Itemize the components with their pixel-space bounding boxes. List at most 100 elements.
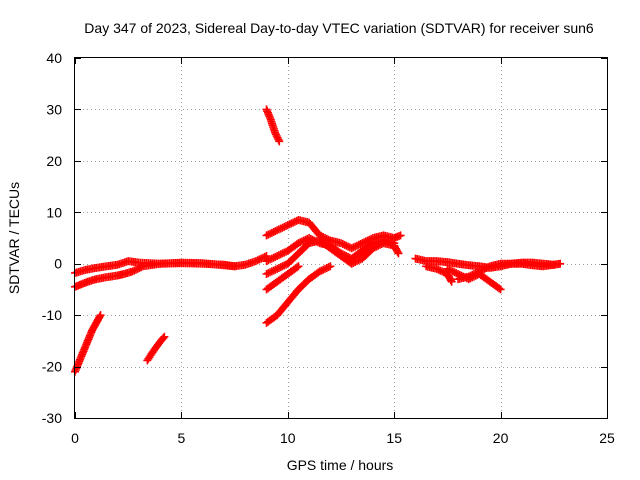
data-point: [471, 269, 480, 278]
data-point: [340, 240, 349, 249]
series-track-a: [71, 252, 271, 291]
data-point: [273, 252, 282, 260]
data-point: [274, 225, 283, 234]
data-point: [443, 264, 452, 273]
x-tick-label: 20: [493, 430, 509, 446]
x-tick-label: 15: [386, 430, 402, 446]
data-point: [271, 130, 280, 139]
data-point: [344, 242, 353, 251]
data-point: [342, 241, 351, 250]
data-point: [266, 268, 275, 277]
data-point: [484, 263, 493, 272]
data-point: [255, 255, 264, 264]
data-point: [394, 249, 403, 258]
data-point: [475, 267, 484, 276]
data-point: [396, 231, 405, 240]
data-point: [338, 240, 347, 248]
data-point: [447, 277, 456, 286]
data-point: [299, 236, 308, 245]
data-point: [445, 265, 454, 274]
data-point: [470, 270, 478, 278]
data-point: [253, 256, 262, 265]
data-point: [257, 254, 266, 263]
data-point: [273, 264, 282, 273]
data-point: [319, 265, 328, 274]
data-point: [296, 238, 305, 247]
data-point: [495, 284, 504, 293]
data-point: [262, 270, 271, 278]
data-point: [266, 255, 275, 264]
data-point: [269, 228, 278, 236]
data-point: [278, 223, 287, 232]
data-point: [352, 241, 361, 250]
plot-frame: [74, 57, 608, 419]
data-point: [278, 249, 287, 258]
y-axis-label: SDTVAR / TECUs: [6, 182, 22, 294]
y-tick-label: 40: [46, 50, 62, 66]
y-tick-label: 20: [46, 153, 62, 169]
data-point: [358, 239, 367, 248]
data-point: [294, 262, 303, 271]
data-point: [264, 230, 273, 239]
data-point: [321, 264, 330, 273]
data-point: [280, 248, 289, 257]
data-point: [96, 311, 105, 320]
data-point: [374, 241, 383, 250]
data-point: [326, 262, 335, 271]
data-point: [356, 240, 365, 248]
data-point: [262, 257, 271, 266]
data-point: [264, 256, 273, 265]
data-point: [352, 257, 361, 266]
data-point: [159, 334, 168, 343]
data-point: [450, 268, 459, 277]
data-point: [283, 221, 292, 230]
data-point: [280, 222, 289, 231]
data-point: [347, 244, 356, 253]
series-track-b: [71, 257, 239, 277]
data-point: [337, 239, 345, 248]
data-point: [271, 128, 280, 137]
data-point: [274, 264, 283, 272]
data-point: [438, 267, 447, 276]
data-point: [368, 244, 377, 253]
data-point: [478, 265, 487, 274]
data-point: [370, 243, 379, 252]
y-tick-label: -30: [42, 410, 62, 426]
data-point: [267, 254, 276, 263]
data-point: [482, 264, 491, 272]
x-axis-label: GPS time / hours: [287, 457, 394, 473]
data-point: [251, 257, 260, 266]
x-tick-label: 25: [599, 430, 615, 446]
series-track-d: [143, 332, 169, 365]
data-point: [95, 312, 104, 321]
grid-lines: [75, 58, 607, 418]
data-point: [271, 252, 280, 261]
series-track-c: [71, 311, 105, 376]
data-point: [230, 262, 239, 271]
data-point: [130, 266, 139, 275]
data-point: [289, 218, 298, 227]
data-point: [468, 270, 477, 279]
data-point: [349, 243, 358, 252]
series-track-l: [422, 262, 456, 286]
data-point: [290, 217, 299, 226]
data-point: [446, 266, 455, 275]
data-point: [276, 263, 285, 272]
data-point: [496, 285, 505, 294]
series-track-n: [454, 259, 558, 284]
data-point: [287, 219, 296, 228]
data-point: [354, 256, 363, 265]
series-track-h: [262, 236, 403, 278]
data-point: [278, 262, 287, 271]
chart-title: Day 347 of 2023, Sidereal Day-to-day VTE…: [84, 20, 594, 36]
data-point: [271, 265, 280, 274]
data-point: [556, 259, 565, 268]
series-track-e: [262, 105, 284, 146]
data-point: [280, 261, 289, 270]
data-point: [274, 135, 283, 144]
y-tick-label: -10: [42, 307, 62, 323]
data-point: [264, 269, 273, 278]
data-point: [276, 250, 285, 259]
data-point: [267, 267, 276, 276]
data-point: [549, 260, 558, 269]
